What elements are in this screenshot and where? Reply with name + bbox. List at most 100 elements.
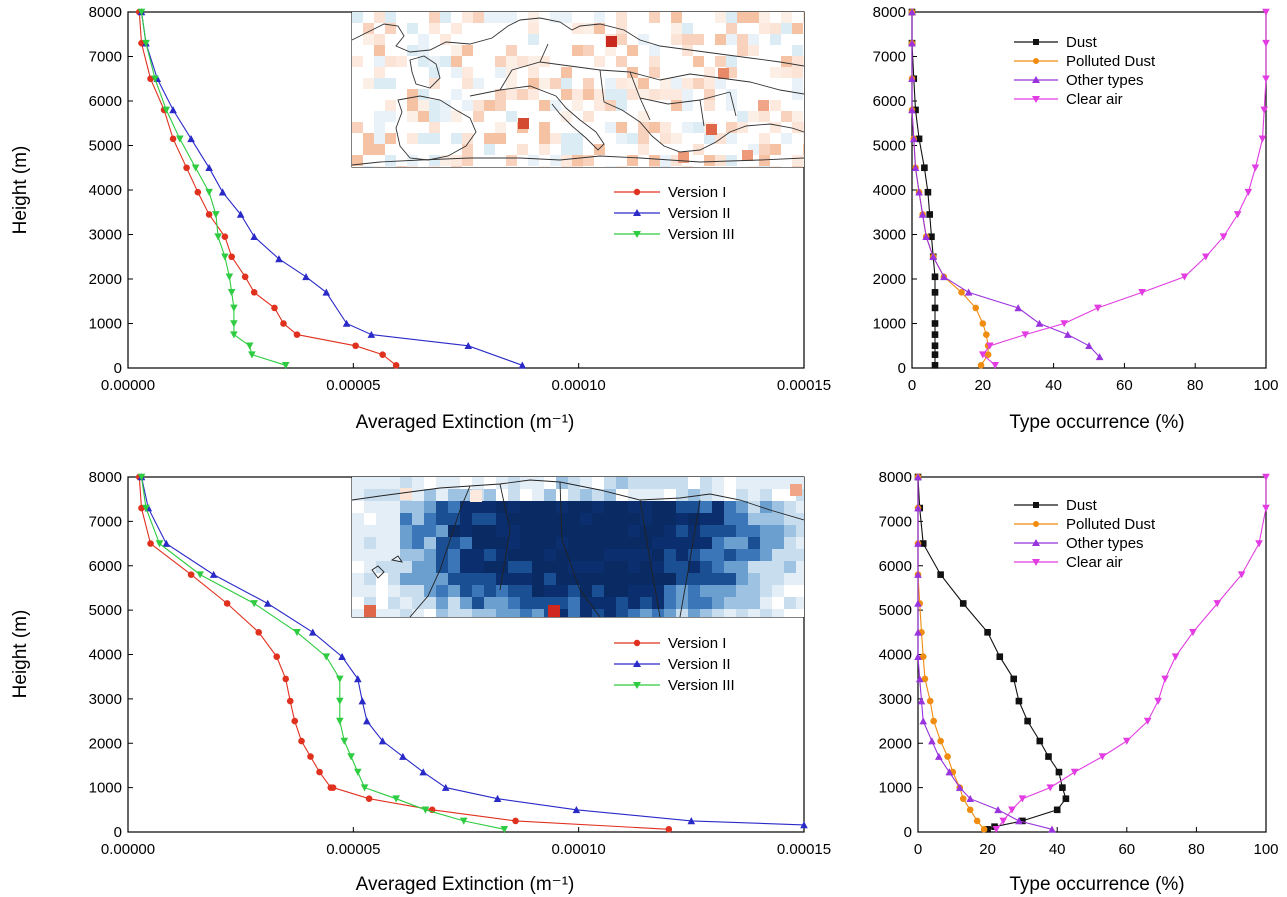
data-point (230, 304, 238, 312)
data-point (973, 817, 981, 825)
coastline-atlantic (409, 485, 471, 617)
map-cell (436, 573, 448, 585)
map-cell (652, 501, 664, 513)
x-tick-label: 0.00005 (326, 377, 380, 394)
map-cell (412, 585, 424, 597)
map-cell (664, 537, 676, 549)
map-cell (676, 525, 688, 537)
data-point (142, 39, 150, 47)
map-cell (460, 537, 472, 549)
map-cell (520, 477, 532, 489)
map-cell (693, 122, 704, 133)
map-cell (451, 166, 462, 167)
map-cell (539, 144, 550, 155)
data-point (945, 768, 954, 776)
series-dust (908, 8, 939, 369)
map-cell (448, 561, 460, 573)
map-cell (484, 525, 496, 537)
map-cell (748, 111, 759, 122)
map-cell (520, 609, 532, 617)
map-cell (682, 23, 693, 34)
map-cell (352, 155, 363, 166)
data-point (282, 675, 290, 683)
data-point (944, 753, 951, 760)
map-cell (792, 56, 803, 67)
series-line (982, 12, 1267, 366)
map-cell (517, 56, 528, 67)
map-cell (628, 585, 640, 597)
map-cell (604, 501, 616, 513)
map-cell (462, 100, 473, 111)
series-version-i (135, 473, 673, 833)
x-tick-label: 80 (1187, 377, 1204, 394)
map-cell (712, 585, 724, 597)
map-cell (803, 12, 804, 23)
map-cell (640, 537, 652, 549)
map-cell (770, 144, 781, 155)
map-cell (724, 549, 736, 561)
legend-label-version-1: Version I (668, 635, 726, 652)
map-cell (772, 477, 784, 489)
legend-item-dust: Dust (1014, 34, 1098, 51)
map-cell (506, 45, 517, 56)
map-cell (400, 561, 412, 573)
map-cell (352, 585, 364, 597)
data-point (1262, 39, 1270, 47)
x-tick-label: 100 (1253, 841, 1278, 858)
map-cell (363, 166, 374, 167)
data-point (221, 253, 229, 261)
map-cell (424, 597, 436, 609)
map-cell (572, 100, 583, 111)
data-point (196, 571, 204, 579)
map-cell (700, 609, 712, 617)
panel-extinction-north-africa: 0 1000 2000 3000 4000 5000 6000 7000 8000 0.00000… (89, 469, 831, 858)
data-point (914, 570, 922, 578)
map-cell (462, 133, 473, 144)
data-point (1233, 211, 1242, 219)
map-cell (550, 78, 561, 89)
map-cell (412, 573, 424, 585)
map-cell (748, 166, 759, 167)
map-cell (484, 133, 495, 144)
map-cell (671, 34, 682, 45)
data-point (230, 331, 238, 339)
map-cell (448, 537, 460, 549)
map-cell (424, 525, 436, 537)
map-cell (700, 513, 712, 525)
map-cell (363, 133, 374, 144)
map-cell (400, 573, 412, 585)
map-cell (693, 144, 704, 155)
data-point (1262, 504, 1270, 512)
map-cell (784, 501, 796, 513)
data-point (347, 753, 355, 761)
y-tick-label: 8000 (879, 469, 912, 486)
map-cell (460, 609, 472, 617)
map-cell (736, 525, 748, 537)
map-cell (472, 585, 484, 597)
map-cell (448, 609, 460, 617)
map-cell (628, 537, 640, 549)
map-cell (671, 23, 682, 34)
data-point (363, 717, 371, 725)
map-cell (592, 489, 604, 501)
map-cell (520, 537, 532, 549)
data-point (914, 628, 922, 636)
map-cell (418, 100, 429, 111)
map-cell (712, 561, 724, 573)
map-cell (704, 78, 715, 89)
map-cell (520, 597, 532, 609)
map-cell (760, 561, 772, 573)
map-cell (682, 89, 693, 100)
y-tick-label: 8000 (89, 4, 122, 21)
data-point (245, 342, 254, 350)
data-point (183, 164, 190, 172)
map-cell (374, 34, 385, 45)
map-cell (736, 561, 748, 573)
data-point (926, 211, 933, 218)
map-cell-hotspot (606, 36, 617, 47)
y-tick-label: 1000 (879, 780, 912, 797)
x-tick-label: 0.00005 (326, 841, 380, 858)
x-tick-label: 20 (974, 377, 991, 394)
map-cell (796, 501, 804, 513)
map-cell (568, 537, 580, 549)
